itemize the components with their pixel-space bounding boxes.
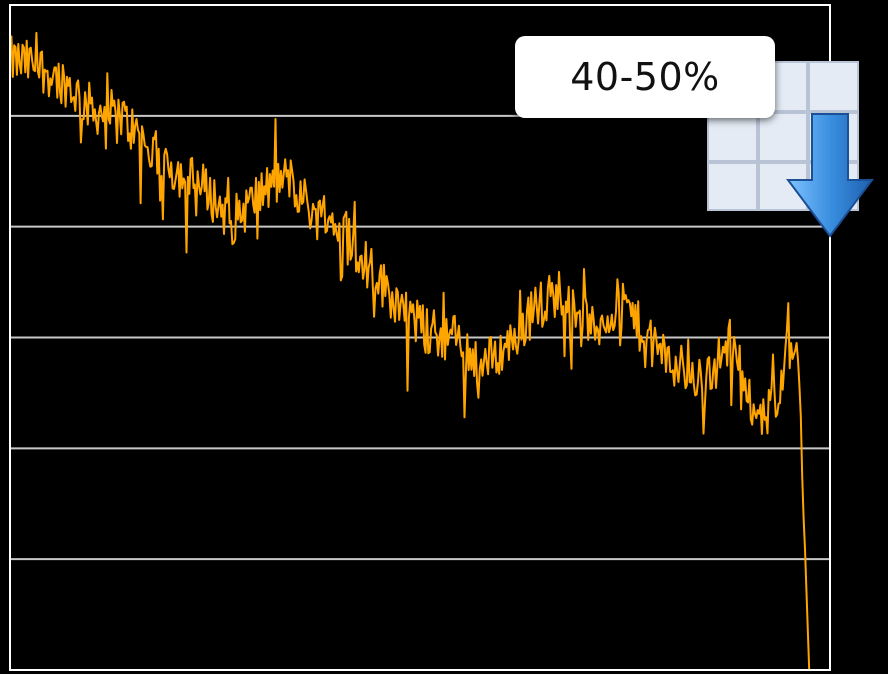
percentage-label: 40-50% [570,55,720,99]
percentage-badge: 40-50% [515,36,775,118]
plot-frame [9,4,831,671]
down-arrow-shape [786,113,874,238]
series-line [9,31,830,671]
